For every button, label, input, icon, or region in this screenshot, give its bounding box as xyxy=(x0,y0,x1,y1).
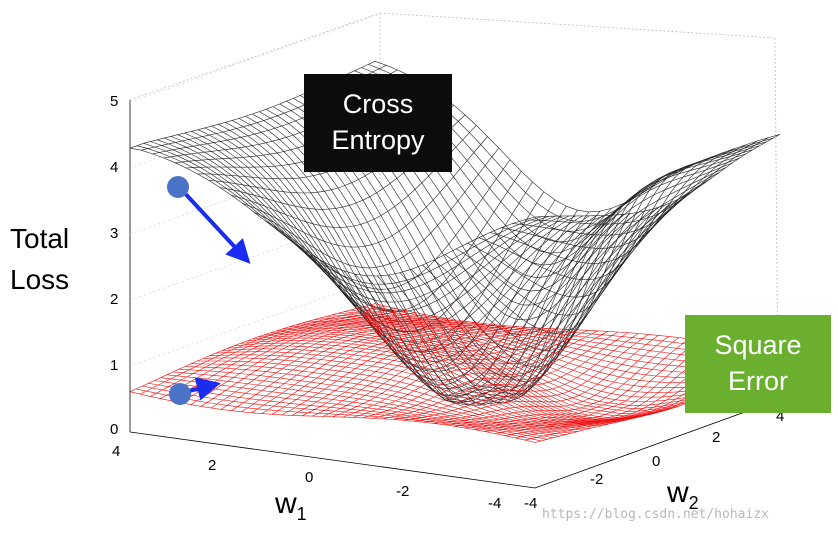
grid-line xyxy=(129,13,381,103)
se-mesh-line xyxy=(203,357,609,425)
se-mesh-line xyxy=(234,342,640,422)
cross-entropy-start-point xyxy=(167,176,189,198)
se-mesh-line xyxy=(136,388,542,442)
cross-entropy-gradient-arrow xyxy=(178,186,251,264)
w2-axis-letter: w xyxy=(667,476,689,509)
ce-mesh-line xyxy=(489,148,736,264)
square-error-line1: Square xyxy=(714,330,802,360)
grid-line xyxy=(129,277,381,367)
ce-mesh-line xyxy=(136,145,542,285)
se-mesh-line xyxy=(166,374,572,434)
w2-axis-title: w2 xyxy=(667,476,699,514)
se-mesh-line xyxy=(332,314,738,379)
cross-entropy-line1: Cross xyxy=(342,89,414,119)
y-tick-4: 4 xyxy=(110,159,118,176)
ce-mesh-line xyxy=(150,141,556,303)
ce-mesh-line xyxy=(231,120,638,406)
se-mesh-line xyxy=(215,351,621,424)
ce-mesh-line xyxy=(287,181,533,333)
se-mesh-line xyxy=(154,380,560,437)
se-mesh-line xyxy=(209,354,615,425)
ce-mesh-line xyxy=(501,144,747,249)
y-axis-title: Total Loss xyxy=(10,218,69,300)
ce-mesh-line xyxy=(184,132,590,353)
cross-entropy-surface xyxy=(129,61,781,406)
cross-entropy-line2: Entropy xyxy=(331,125,425,155)
square-error-label: Square Error xyxy=(685,315,831,413)
w1-tick-4: 4 xyxy=(112,443,120,460)
cross-entropy-label: Cross Entropy xyxy=(304,74,452,172)
se-mesh-line xyxy=(325,316,732,384)
square-error-start-point xyxy=(169,383,191,405)
w2-tick-4: 4 xyxy=(776,408,784,425)
y-tick-3: 3 xyxy=(110,225,118,242)
w2-axis-subscript: 2 xyxy=(688,493,699,513)
se-mesh-line xyxy=(129,391,536,443)
se-mesh-line xyxy=(319,317,725,389)
ce-mesh-line xyxy=(252,113,658,402)
se-mesh-line xyxy=(246,337,652,421)
w1-tick-0: 0 xyxy=(305,469,313,486)
se-mesh-line xyxy=(295,323,701,406)
ce-mesh-line xyxy=(366,208,612,406)
square-error-surface xyxy=(129,303,781,443)
se-mesh-line xyxy=(289,325,695,410)
ce-mesh-line xyxy=(143,143,549,294)
ce-mesh-line xyxy=(238,118,645,405)
w2-tick-2: 2 xyxy=(712,429,720,446)
ce-mesh-line xyxy=(264,159,511,290)
se-mesh-line xyxy=(264,331,670,418)
w2-tick-neg4: -4 xyxy=(524,495,537,512)
se-mesh-line xyxy=(160,377,566,435)
w1-axis-title: w1 xyxy=(275,487,307,525)
se-mesh-line xyxy=(252,335,658,420)
se-mesh-line xyxy=(197,360,603,426)
w2-tick-neg2: -2 xyxy=(590,471,603,488)
ce-mesh-line xyxy=(225,122,631,403)
ce-mesh-line xyxy=(245,115,651,404)
y-axis-title-line1: Total xyxy=(10,223,70,254)
y-tick-0: 0 xyxy=(110,421,118,438)
se-mesh-line xyxy=(283,326,689,412)
se-mesh-line xyxy=(221,348,627,423)
se-mesh-line xyxy=(307,321,713,398)
se-mesh-line xyxy=(313,319,719,393)
y-tick-1: 1 xyxy=(110,357,118,374)
se-mesh-line xyxy=(270,329,676,417)
square-error-line2: Error xyxy=(728,366,788,396)
y-axis-title-line2: Loss xyxy=(10,264,70,295)
ce-mesh-line xyxy=(259,111,665,399)
se-mesh-line xyxy=(191,363,597,428)
y-tick-5: 5 xyxy=(110,93,118,110)
grid-line xyxy=(129,211,381,301)
ce-mesh-line xyxy=(177,134,583,343)
w1-axis-letter: w xyxy=(275,487,297,520)
watermark: https://blog.csdn.net/hohaizx xyxy=(542,507,769,522)
w2-tick-0: 0 xyxy=(652,453,660,470)
se-mesh-line xyxy=(185,366,591,429)
se-mesh-line xyxy=(227,345,634,423)
se-mesh-line xyxy=(240,340,646,422)
ce-mesh-line xyxy=(129,147,536,277)
w1-tick-neg4: -4 xyxy=(488,495,501,512)
se-mesh-line xyxy=(301,322,707,402)
se-mesh-line xyxy=(276,328,683,414)
w1-tick-2: 2 xyxy=(208,457,216,474)
w1-axis-subscript: 1 xyxy=(296,504,307,524)
se-mesh-line xyxy=(338,312,744,375)
se-mesh-line xyxy=(178,368,585,431)
y-tick-2: 2 xyxy=(110,291,118,308)
w1-tick-neg2: -2 xyxy=(396,483,409,500)
se-mesh-line xyxy=(344,311,750,372)
se-mesh-line xyxy=(258,333,664,419)
se-mesh-line xyxy=(172,371,578,432)
